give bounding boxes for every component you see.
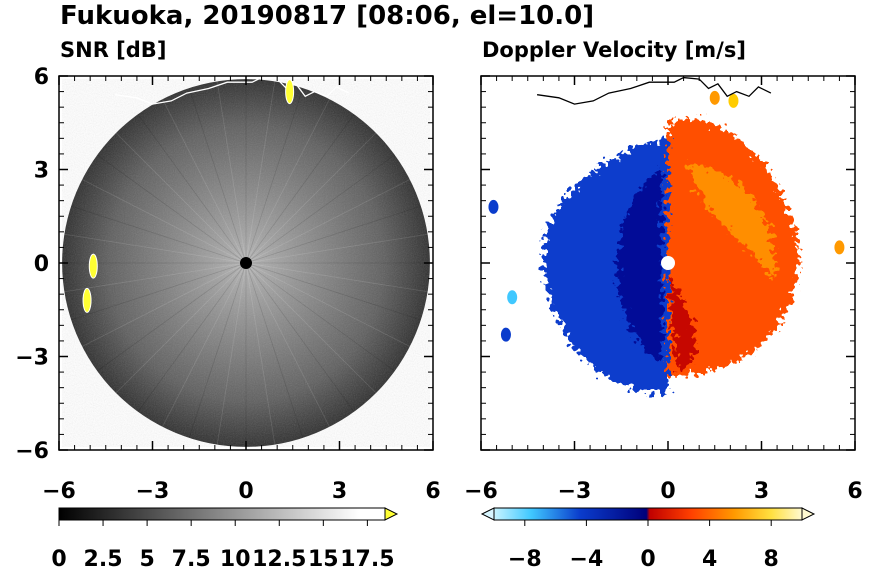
y-tick-label: −3 <box>15 346 49 371</box>
velocity-outlier-echo <box>507 290 518 305</box>
negative-velocity-core <box>617 169 662 363</box>
velocity-colorbar-label: 4 <box>702 547 717 570</box>
velocity-colorbar: −8 −4 0 4 8 <box>480 507 816 570</box>
beam-ray <box>162 262 247 428</box>
beam-ray <box>245 262 395 372</box>
velocity-colorbar-label: 0 <box>640 547 655 570</box>
beam-ray <box>245 262 377 394</box>
beam-ray <box>115 132 247 264</box>
snr-axis-ticks: −6 −3 0 3 6 6 3 0 −3 −6 <box>15 65 440 504</box>
x-tick-label: −3 <box>558 479 592 504</box>
x-tick-label: 0 <box>660 479 675 504</box>
strong-echo-mark <box>82 287 92 313</box>
snr-colorbar-labels: 0 2.5 5 7.5 10 12.5 15 17.5 <box>51 520 395 570</box>
velocity-echo-field <box>488 90 845 394</box>
beam-ray <box>245 87 304 264</box>
beam-ray <box>137 114 247 264</box>
x-tick-label: −6 <box>42 479 76 504</box>
positive-velocity-fast <box>686 163 775 282</box>
velocity-colorbar-extend-right <box>801 507 816 521</box>
snr-colorbar-label: 15 <box>308 547 339 570</box>
velocity-outlier-echo <box>834 240 845 255</box>
beam-ray <box>81 179 247 264</box>
y-tick-label: 3 <box>34 159 49 184</box>
beam-ray <box>115 262 247 394</box>
snr-colorbar-label: 5 <box>139 547 154 570</box>
beam-ray <box>245 262 330 428</box>
snr-beam-rays <box>62 79 430 447</box>
x-tick-label: −6 <box>464 479 498 504</box>
velocity-axis-ticks: −6 −3 0 3 6 <box>464 75 863 504</box>
beam-ray <box>245 262 422 321</box>
velocity-outlier-echo <box>500 327 511 342</box>
beam-ray <box>70 205 247 264</box>
velocity-colorbar-label: −8 <box>508 547 542 570</box>
velocity-colorbar-ramp <box>493 507 803 521</box>
y-tick-label: −6 <box>15 439 49 464</box>
velocity-colorbar-label: 8 <box>764 547 779 570</box>
beam-ray <box>97 154 247 264</box>
velocity-radar-site-marker <box>661 256 675 270</box>
beam-ray <box>245 205 422 264</box>
beam-ray <box>245 81 276 264</box>
beam-ray <box>245 179 411 264</box>
x-tick-label: 0 <box>238 479 253 504</box>
snr-colorbar-ramp <box>58 507 386 521</box>
snr-colorbar-label: 7.5 <box>172 547 211 570</box>
x-tick-label: 3 <box>332 479 347 504</box>
beam-ray <box>245 132 377 264</box>
snr-colorbar: 0 2.5 5 7.5 10 12.5 15 17.5 <box>51 507 399 570</box>
velocity-panel: Doppler Velocity [m/s] −6 −3 0 3 6 −8 −4 0 4 8 <box>464 38 863 570</box>
beam-ray <box>70 262 247 321</box>
snr-colorbar-label: 17.5 <box>340 547 394 570</box>
velocity-colorbar-extend-left <box>480 507 495 521</box>
beam-ray <box>188 87 247 264</box>
velocity-subtitle: Doppler Velocity [m/s] <box>482 38 746 62</box>
beam-ray <box>245 262 428 293</box>
beam-ray <box>245 262 411 347</box>
beam-ray <box>245 154 395 264</box>
x-tick-label: 6 <box>425 479 440 504</box>
snr-panel: SNR [dB] −6 −3 0 3 6 6 3 0 −3 −6 0 2.5 5 7.5 10 12.5 15… <box>15 38 440 570</box>
velocity-colorbar-labels: −8 −4 0 4 8 <box>508 520 779 570</box>
snr-radar-site-marker <box>240 257 252 269</box>
y-tick-label: 6 <box>34 65 49 90</box>
strong-echo-mark <box>88 253 98 279</box>
velocity-outlier-echo <box>488 199 499 214</box>
beam-ray <box>162 98 247 264</box>
snr-colorbar-label: 12.5 <box>252 547 306 570</box>
snr-colorbar-label: 10 <box>220 547 251 570</box>
y-tick-label: 0 <box>34 252 49 277</box>
beam-ray <box>137 262 247 412</box>
snr-strong-echoes <box>82 79 295 313</box>
beam-ray <box>64 233 247 264</box>
beam-ray <box>216 81 247 264</box>
beam-ray <box>245 262 355 412</box>
beam-ray <box>245 98 330 264</box>
snr-colorbar-extend-arrow <box>384 507 399 521</box>
velocity-colorbar-label: −4 <box>570 547 604 570</box>
snr-colorbar-label: 2.5 <box>84 547 123 570</box>
snr-colorbar-label: 0 <box>51 547 66 570</box>
beam-ray <box>245 262 304 439</box>
beam-ray <box>188 262 247 439</box>
x-tick-label: −3 <box>136 479 170 504</box>
x-tick-label: 6 <box>847 479 862 504</box>
beam-ray <box>245 233 428 264</box>
velocity-outlier-echo <box>709 90 720 105</box>
beam-ray <box>216 262 247 445</box>
beam-ray <box>97 262 247 372</box>
beam-ray <box>81 262 247 347</box>
strong-echo-mark <box>285 79 295 105</box>
positive-velocity-core <box>668 275 697 373</box>
x-tick-label: 3 <box>754 479 769 504</box>
beam-ray <box>64 262 247 293</box>
beam-ray <box>245 114 355 264</box>
snr-subtitle: SNR [dB] <box>60 38 166 62</box>
velocity-outlier-echo <box>728 93 739 108</box>
beam-ray <box>245 262 276 445</box>
figure-title: Fukuoka, 20190817 [08:06, el=10.0] <box>60 1 594 31</box>
